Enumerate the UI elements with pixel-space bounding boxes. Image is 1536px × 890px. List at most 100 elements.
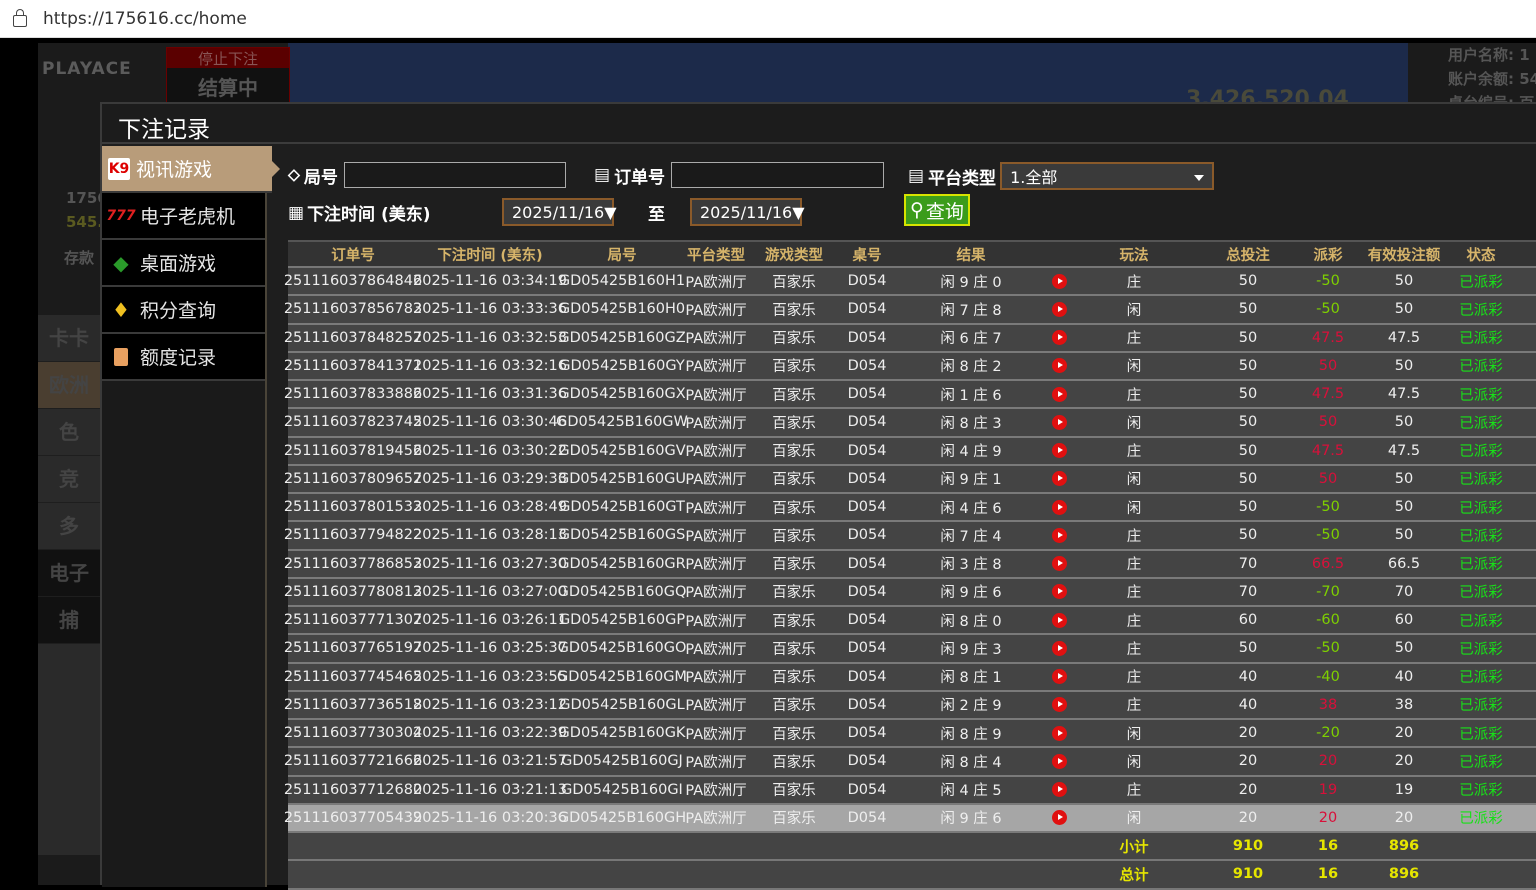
nav-live-games[interactable]: K9 视讯游戏: [102, 146, 280, 193]
side-item[interactable]: 卡卡: [38, 315, 100, 362]
browser-address-bar[interactable]: https://175616.cc/home: [0, 0, 1536, 38]
cell-game-type: 百家乐: [772, 500, 816, 517]
cell-replay[interactable]: [1046, 635, 1072, 661]
play-replay-icon[interactable]: [1051, 612, 1067, 628]
play-replay-icon[interactable]: [1051, 273, 1067, 289]
play-replay-icon[interactable]: [1051, 753, 1067, 769]
table-row[interactable]: 251116037809657 2025-11-16 03:29:33 GD0542…: [284, 465, 1536, 494]
play-replay-icon[interactable]: [1051, 527, 1067, 543]
cell-replay[interactable]: [1046, 466, 1072, 492]
side-item[interactable]: 竞: [38, 456, 100, 503]
lock-icon[interactable]: [13, 8, 27, 27]
table-row[interactable]: 251116037705439 2025-11-16 03:20:36 GD0542…: [284, 804, 1536, 833]
table-row[interactable]: 251116037823745 2025-11-16 03:30:46 GD0542…: [284, 409, 1536, 438]
play-replay-icon[interactable]: [1051, 386, 1067, 402]
cell-platform: PA欧洲厅: [685, 670, 747, 687]
play-replay-icon[interactable]: [1051, 414, 1067, 430]
date-from-select[interactable]: 2025/11/16▼: [502, 198, 617, 226]
play-replay-icon[interactable]: [1051, 584, 1067, 600]
cell-replay[interactable]: [1046, 381, 1072, 407]
play-replay-icon[interactable]: [1051, 810, 1067, 826]
cell-replay[interactable]: [1046, 325, 1072, 351]
table-row[interactable]: 251116037730304 2025-11-16 03:22:39 GD0542…: [284, 720, 1536, 749]
play-replay-icon[interactable]: [1051, 725, 1067, 741]
table-row[interactable]: 251116037848257 2025-11-16 03:32:53 GD0542…: [284, 324, 1536, 353]
cell-replay[interactable]: [1046, 720, 1072, 746]
side-item[interactable]: 色: [38, 409, 100, 456]
cell-round-no: GD05425B160GM: [557, 668, 687, 685]
table-row[interactable]: 251116037819456 2025-11-16 03:30:22 GD0542…: [284, 437, 1536, 466]
side-item[interactable]: 捕: [38, 597, 100, 644]
cell-bet-type: 闲: [1126, 500, 1142, 517]
table-row[interactable]: 251116037721666 2025-11-16 03:21:57 GD0542…: [284, 748, 1536, 777]
cell-replay[interactable]: [1046, 296, 1072, 322]
cell-total-bet: 50: [1238, 414, 1258, 431]
cell-replay[interactable]: [1046, 805, 1072, 831]
cell-replay[interactable]: [1046, 353, 1072, 379]
cell-replay[interactable]: [1046, 579, 1072, 605]
platform-select[interactable]: 1.全部: [1000, 162, 1215, 190]
table-row[interactable]: 251116037841371 2025-11-16 03:32:16 GD0542…: [284, 352, 1536, 381]
cell-bet-type: 庄: [1126, 698, 1142, 715]
cell-replay[interactable]: [1046, 607, 1072, 633]
play-replay-icon[interactable]: [1051, 358, 1067, 374]
cell-replay[interactable]: [1046, 409, 1072, 435]
play-replay-icon[interactable]: [1051, 556, 1067, 572]
table-row[interactable]: 251116037801533 2025-11-16 03:28:49 GD0542…: [284, 494, 1536, 523]
play-replay-icon[interactable]: [1051, 301, 1067, 317]
play-replay-icon[interactable]: [1051, 640, 1067, 656]
header-total-bet: 总投注: [1226, 247, 1270, 264]
table-row[interactable]: 251116037765197 2025-11-16 03:25:37 GD0542…: [284, 635, 1536, 664]
play-replay-icon[interactable]: [1051, 499, 1067, 515]
cell-replay[interactable]: [1046, 438, 1072, 464]
cell-result: 闲 9 庄 6: [940, 585, 1002, 602]
table-row[interactable]: 251116037771307 2025-11-16 03:26:11 GD0542…: [284, 607, 1536, 636]
play-replay-icon[interactable]: [1051, 443, 1067, 459]
side-item[interactable]: 多: [38, 503, 100, 550]
side-item[interactable]: 欧洲: [38, 362, 100, 409]
cell-bet-type: 闲: [1126, 754, 1142, 771]
cell-replay[interactable]: [1046, 692, 1072, 718]
table-row[interactable]: 251116037794822 2025-11-16 03:28:13 GD0542…: [284, 522, 1536, 551]
nav-credit-records[interactable]: 额度记录: [102, 334, 265, 381]
nav-table-games[interactable]: ◆ 桌面游戏: [102, 240, 265, 287]
cell-replay[interactable]: [1046, 664, 1072, 690]
cell-replay[interactable]: [1046, 522, 1072, 548]
deposit-link[interactable]: 存款: [64, 249, 95, 267]
url-text[interactable]: https://175616.cc/home: [43, 8, 247, 29]
side-item[interactable]: 电子: [38, 550, 100, 597]
nav-points[interactable]: ♦ 积分查询: [102, 287, 265, 334]
play-replay-icon[interactable]: [1051, 782, 1067, 798]
cell-replay[interactable]: [1046, 551, 1072, 577]
cell-replay[interactable]: [1046, 777, 1072, 803]
table-row[interactable]: 251116037736518 2025-11-16 03:23:12 GD0542…: [283, 691, 1536, 720]
table-row[interactable]: 251116037856783 2025-11-16 03:33:36 GD0542…: [284, 296, 1536, 325]
table-row[interactable]: 251116037780813 2025-11-16 03:27:00 GD0542…: [284, 578, 1536, 607]
cell-replay[interactable]: [1046, 494, 1072, 520]
cell-bet-type: 庄: [1126, 670, 1142, 687]
cell-replay[interactable]: [1046, 268, 1072, 294]
cell-game-type: 百家乐: [772, 670, 816, 687]
play-replay-icon[interactable]: [1051, 471, 1067, 487]
table-row[interactable]: 251116037864846 2025-11-16 03:34:19 GD0542…: [284, 268, 1536, 297]
cell-replay[interactable]: [1046, 748, 1072, 774]
cell-game-type: 百家乐: [772, 585, 816, 602]
play-replay-icon[interactable]: [1051, 330, 1067, 346]
round-input[interactable]: [343, 162, 566, 188]
cell-round-no: GD05425B160GW: [556, 414, 688, 431]
date-to-select[interactable]: 2025/11/16▼: [690, 198, 805, 226]
cell-result: 闲 9 庄 6: [940, 811, 1002, 828]
play-replay-icon[interactable]: [1051, 697, 1067, 713]
table-row[interactable]: 251116037833886 2025-11-16 03:31:36 GD0542…: [284, 381, 1536, 410]
table-row[interactable]: 251116037712680 2025-11-16 03:21:13 GD0542…: [284, 776, 1536, 805]
cell-order-no: 251116037736518: [283, 696, 423, 713]
table-row[interactable]: 251116037786853 2025-11-16 03:27:30 GD0542…: [284, 550, 1536, 579]
cell-game-type: 百家乐: [772, 811, 816, 828]
nav-slots[interactable]: 777 电子老虎机: [102, 193, 265, 240]
order-input[interactable]: [671, 162, 885, 188]
query-button[interactable]: ⚲ 查询: [904, 194, 970, 226]
cell-payout: -60: [1316, 612, 1340, 629]
table-row[interactable]: 251116037745465 2025-11-16 03:23:55 GD0542…: [284, 663, 1536, 692]
play-replay-icon[interactable]: [1051, 669, 1067, 685]
cell-payout: 50: [1318, 414, 1338, 431]
